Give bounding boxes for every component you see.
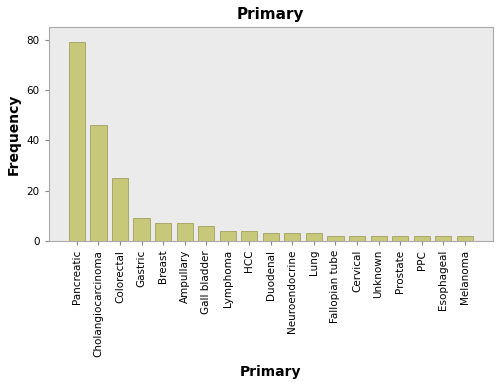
Bar	[155, 223, 171, 241]
Bar	[220, 231, 236, 241]
Bar	[349, 236, 365, 241]
Bar	[370, 236, 386, 241]
Bar	[241, 231, 258, 241]
Bar	[176, 223, 192, 241]
Bar	[456, 236, 473, 241]
Bar	[435, 236, 452, 241]
Bar	[69, 42, 85, 241]
Title: Primary: Primary	[237, 7, 304, 22]
Bar	[328, 236, 344, 241]
Bar	[198, 226, 214, 241]
Bar	[306, 233, 322, 241]
Bar	[90, 125, 106, 241]
Bar	[414, 236, 430, 241]
Bar	[284, 233, 300, 241]
Bar	[392, 236, 408, 241]
Y-axis label: Frequency: Frequency	[7, 93, 21, 175]
Bar	[263, 233, 279, 241]
X-axis label: Primary: Primary	[240, 365, 302, 379]
Bar	[112, 178, 128, 241]
Bar	[134, 218, 150, 241]
